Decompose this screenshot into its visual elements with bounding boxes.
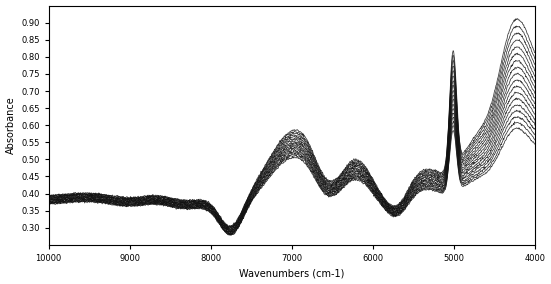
Y-axis label: Absorbance: Absorbance bbox=[6, 96, 15, 154]
X-axis label: Wavenumbers (cm-1): Wavenumbers (cm-1) bbox=[239, 268, 344, 278]
